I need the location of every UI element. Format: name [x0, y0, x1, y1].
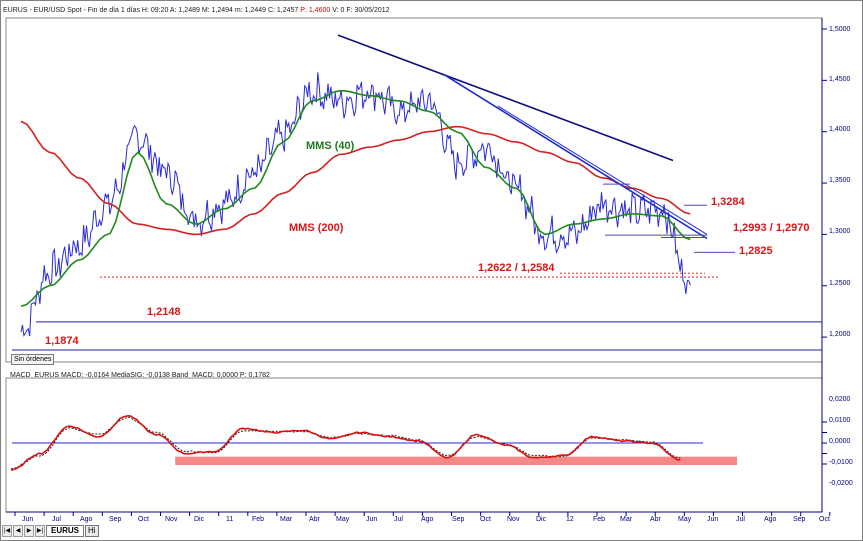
- x-tick-label: Jun: [22, 516, 34, 523]
- mms40-label: MMS (40): [306, 140, 355, 152]
- x-tick-label: Ago: [764, 516, 777, 523]
- x-tick-label: Nov: [165, 516, 178, 523]
- x-tick-label: Feb: [252, 516, 265, 523]
- macd-band-zone: [175, 456, 738, 466]
- macd-y-tick-label: -0,0200: [829, 480, 853, 487]
- tab-eurus[interactable]: EURUS: [46, 525, 85, 537]
- x-tick-label: Abr: [650, 516, 661, 523]
- x-tick-label: Oct: [480, 516, 491, 523]
- upper-trendline: [337, 34, 674, 162]
- level-13284-label: 1,3284: [711, 196, 745, 208]
- x-tick-label: 11: [226, 516, 234, 523]
- mms200-line: [20, 120, 691, 236]
- price-header-p-value: P: 1,4600: [300, 7, 331, 14]
- macd-y-tick-label: 0,0100: [829, 417, 851, 424]
- price-header-tail: V: 0 F: 30/05/2012: [332, 7, 390, 14]
- level-12825-label: 1,2825: [739, 245, 773, 257]
- lower-trendline: [444, 74, 708, 240]
- macd-panel-header: MACD_EURUS MACD: -0,0164 MediaSIG: -0,01…: [10, 371, 270, 380]
- x-tick-label: Ago: [80, 516, 93, 523]
- x-tick-label: Sep: [793, 516, 806, 523]
- price-panel-header: EURUS - EUR/USD Spot - Fin de día 1 días…: [3, 6, 390, 15]
- x-tick-label: May: [678, 516, 692, 523]
- sheet-tab-bar: |◀ ◀ ▶ ▶| EURUS Hi: [2, 525, 99, 537]
- y-tick-label: 1,2000: [829, 331, 851, 338]
- price-series-line: [20, 72, 691, 337]
- x-tick-label: Jun: [707, 516, 719, 523]
- x-tick-label: Nov: [507, 516, 520, 523]
- x-tick-label: Dic: [194, 516, 205, 523]
- level-11874-label: 1,1874: [45, 335, 79, 347]
- x-tick-label: 12: [566, 516, 574, 523]
- macd-header-text: MACD_EURUS MACD: -0,0164 MediaSIG: -0,01…: [10, 372, 270, 379]
- x-tick-label: Dic: [536, 516, 547, 523]
- x-tick-label: Jul: [52, 516, 61, 523]
- y-tick-label: 1,5000: [829, 26, 851, 33]
- price-panel-frame: [5, 17, 823, 363]
- x-tick-label: Oct: [819, 516, 830, 523]
- macd-panel-frame: [5, 377, 823, 513]
- tab-hi[interactable]: Hi: [85, 525, 99, 537]
- mms40-line: [20, 90, 691, 308]
- x-tick-label: Jul: [394, 516, 403, 523]
- x-tick-label: Jul: [736, 516, 745, 523]
- x-tick-label: Sep: [452, 516, 465, 523]
- macd-signal-line: [10, 416, 681, 470]
- prev-tab-button[interactable]: ◀: [13, 525, 23, 537]
- macd-y-tick-label: -0,0100: [829, 459, 853, 466]
- x-tick-label: Mar: [620, 516, 633, 523]
- macd-y-tick-label: 0,0200: [829, 396, 851, 403]
- level-12993-label: 1,2993 / 1,2970: [733, 222, 810, 234]
- y-tick-label: 1,3500: [829, 177, 851, 184]
- y-tick-label: 1,2500: [829, 280, 851, 287]
- x-tick-label: May: [336, 516, 350, 523]
- x-tick-label: Mar: [280, 516, 293, 523]
- x-tick-label: Oct: [138, 516, 149, 523]
- y-tick-label: 1,4000: [829, 126, 851, 133]
- first-tab-button[interactable]: |◀: [2, 525, 12, 537]
- inner-trendline: [497, 105, 708, 235]
- x-tick-label: Sep: [109, 516, 122, 523]
- mms200-label: MMS (200): [289, 222, 344, 234]
- next-tab-button[interactable]: ▶: [24, 525, 34, 537]
- x-tick-label: Abr: [309, 516, 320, 523]
- level-12622-label: 1,2622 / 1,2584: [478, 262, 555, 274]
- price-header-text: EURUS - EUR/USD Spot - Fin de día 1 días…: [3, 7, 299, 14]
- x-tick-label: Jun: [366, 516, 378, 523]
- level-12148-label: 1,2148: [147, 306, 181, 318]
- macd-y-tick-label: 0,0000: [829, 438, 851, 445]
- macd-line: [10, 414, 681, 472]
- y-tick-label: 1,3000: [829, 228, 851, 235]
- x-tick-label: Ago: [421, 516, 434, 523]
- no-orders-badge: Sin órdenes: [11, 354, 55, 365]
- last-tab-button[interactable]: ▶|: [35, 525, 45, 537]
- y-tick-label: 1,4500: [829, 76, 851, 83]
- x-tick-label: Feb: [593, 516, 606, 523]
